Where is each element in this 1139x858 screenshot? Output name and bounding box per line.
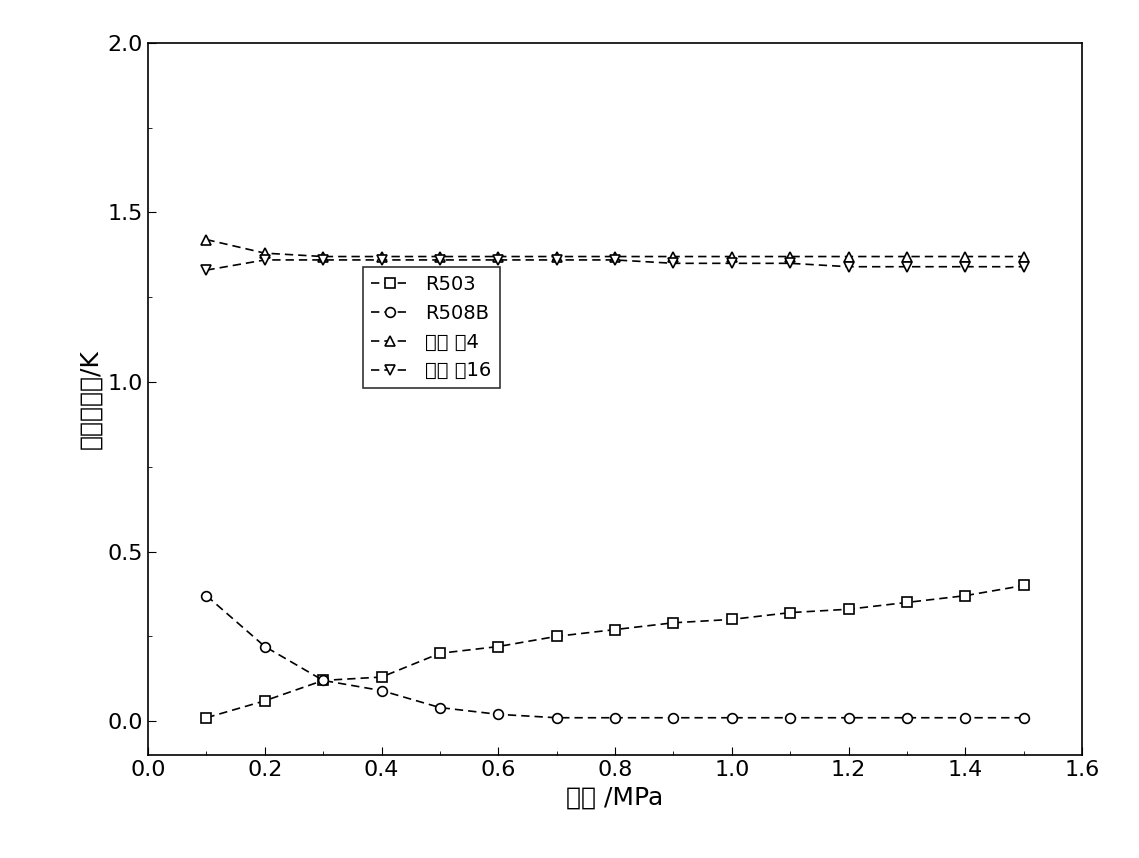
实施 例16	[784, 258, 797, 269]
实施 例4	[900, 251, 913, 262]
实施 例4	[608, 251, 622, 262]
实施 例4	[433, 251, 446, 262]
R503	[900, 597, 913, 607]
实施 例4	[842, 251, 855, 262]
实施 例4	[491, 251, 505, 262]
Legend: R503, R508B, 实施 例4, 实施 例16: R503, R508B, 实施 例4, 实施 例16	[363, 268, 500, 388]
R508B	[491, 710, 505, 720]
Y-axis label: 泡露点温差/K: 泡露点温差/K	[79, 349, 103, 449]
实施 例16	[666, 258, 680, 269]
实施 例16	[199, 265, 213, 275]
Line: R503: R503	[202, 581, 1029, 722]
实施 例4	[257, 248, 271, 258]
R503	[199, 713, 213, 723]
Line: R508B: R508B	[202, 591, 1029, 722]
R503	[608, 625, 622, 635]
R503	[1017, 580, 1031, 590]
R503	[784, 607, 797, 618]
R503	[842, 604, 855, 614]
R508B	[375, 686, 388, 696]
R503	[375, 672, 388, 682]
R508B	[842, 713, 855, 723]
R503	[666, 618, 680, 628]
实施 例16	[958, 262, 972, 272]
实施 例4	[199, 234, 213, 245]
R503	[724, 614, 738, 625]
R508B	[257, 642, 271, 652]
R508B	[608, 713, 622, 723]
R508B	[666, 713, 680, 723]
实施 例16	[491, 255, 505, 265]
R508B	[784, 713, 797, 723]
实施 例4	[666, 251, 680, 262]
X-axis label: 压力 /MPa: 压力 /MPa	[566, 785, 664, 809]
实施 例16	[724, 258, 738, 269]
Line: 实施 例16: 实施 例16	[202, 255, 1029, 275]
实施 例16	[550, 255, 564, 265]
R508B	[1017, 713, 1031, 723]
R503	[433, 648, 446, 658]
R508B	[550, 713, 564, 723]
R508B	[724, 713, 738, 723]
实施 例4	[1017, 251, 1031, 262]
实施 例16	[375, 255, 388, 265]
R508B	[958, 713, 972, 723]
实施 例16	[900, 262, 913, 272]
实施 例16	[433, 255, 446, 265]
实施 例4	[317, 251, 330, 262]
实施 例4	[550, 251, 564, 262]
Line: 实施 例4: 实施 例4	[202, 235, 1029, 262]
R503	[317, 675, 330, 686]
实施 例4	[784, 251, 797, 262]
R503	[550, 631, 564, 642]
R508B	[433, 703, 446, 713]
R503	[958, 590, 972, 601]
实施 例16	[1017, 262, 1031, 272]
实施 例16	[608, 255, 622, 265]
R508B	[900, 713, 913, 723]
实施 例4	[724, 251, 738, 262]
实施 例4	[375, 251, 388, 262]
R503	[257, 696, 271, 706]
实施 例16	[257, 255, 271, 265]
实施 例4	[958, 251, 972, 262]
实施 例16	[842, 262, 855, 272]
R508B	[199, 590, 213, 601]
R503	[491, 642, 505, 652]
R508B	[317, 675, 330, 686]
实施 例16	[317, 255, 330, 265]
